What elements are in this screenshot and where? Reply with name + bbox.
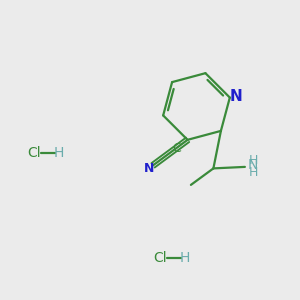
Text: H: H xyxy=(249,154,259,167)
Text: N: N xyxy=(144,162,154,175)
Text: H: H xyxy=(249,166,259,179)
Text: N: N xyxy=(230,89,243,104)
Text: C: C xyxy=(172,142,181,155)
Text: Cl: Cl xyxy=(27,146,40,160)
Text: Cl: Cl xyxy=(153,251,166,265)
Text: H: H xyxy=(179,251,190,265)
Text: N: N xyxy=(247,158,258,172)
Text: H: H xyxy=(53,146,64,160)
